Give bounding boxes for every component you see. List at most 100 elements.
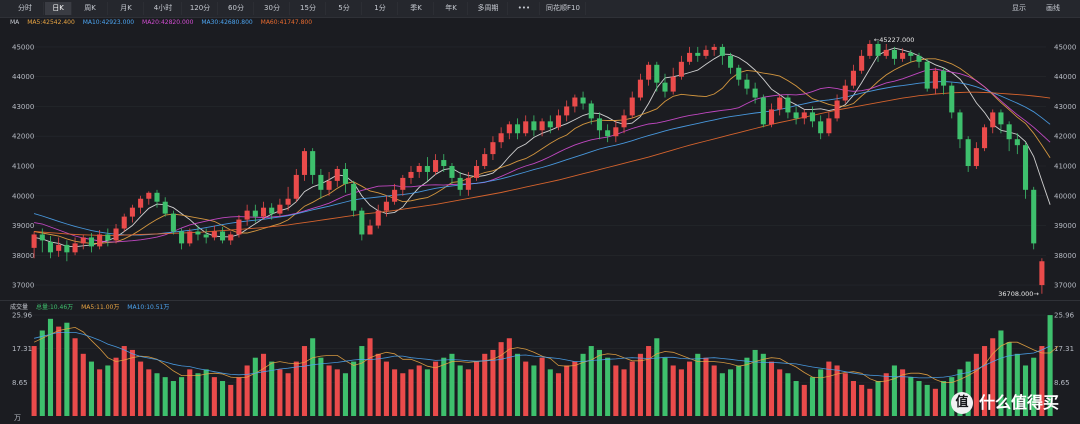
candle-body [908,52,914,56]
price-tick-label-right: 37000 [1054,282,1076,290]
volume-bar [588,346,594,416]
candle-body [375,210,381,226]
volume-bar [170,381,176,416]
volume-bar [465,369,471,416]
period-tab-2[interactable]: 周K [73,2,108,15]
candle-body [408,171,414,178]
candle-body [105,234,111,241]
period-tab-7[interactable]: 30分 [255,2,290,15]
candle-body [1031,189,1037,244]
period-tab-8[interactable]: 15分 [291,2,326,15]
volume-bar [424,369,430,416]
period-tab-3[interactable]: 月K [109,2,144,15]
candle-body [433,160,439,172]
volume-tick-label-left: 8.65 [12,379,28,387]
volume-bar [687,361,693,416]
volume-bar [555,373,562,416]
candle-body [801,112,807,119]
volume-ma5-value: MA5:11.00万 [81,304,120,311]
candle-body [1014,139,1020,146]
candle-body [400,177,406,190]
candle-body [613,127,619,137]
volume-bar [859,384,865,416]
candle-body [621,115,627,128]
candle-body [474,166,480,178]
volume-bar [97,369,103,416]
volume-bar [375,353,381,416]
volume-bar [506,338,512,416]
ma-line-ma5 [34,47,1051,248]
volume-bar [801,384,807,416]
price-tick-label-right: 44000 [1054,73,1076,81]
period-tab-6[interactable]: 60分 [219,2,254,15]
volume-bar [941,381,947,416]
candle-body [785,97,791,113]
price-tick-label-left: 43000 [12,103,34,111]
candle-body [416,166,422,172]
volume-bar [809,377,816,416]
volume-bar [342,373,348,416]
price-tick-label-right: 41000 [1054,163,1076,171]
volume-bar [850,381,856,416]
price-tick-label-right: 43000 [1054,103,1076,111]
candle-body [654,64,660,83]
period-tab-13[interactable]: 多周期 [469,2,508,15]
candle-body [703,49,709,56]
period-tab-1[interactable]: 日K [45,2,72,15]
volume-bar [277,369,283,416]
volume-bar [498,342,504,416]
volume-bar [900,369,906,416]
volume-bar [482,353,488,416]
period-tab-0[interactable]: 分时 [7,2,44,15]
candle-body [990,112,996,128]
volume-bar [31,346,37,416]
volume-bar [80,353,86,416]
candle-body [154,192,160,202]
volume-bar [392,369,398,416]
candle-body [793,112,799,119]
volume-bar [916,381,922,416]
volume-bar [252,357,258,416]
candle-body [605,130,611,137]
volume-bar [728,369,734,416]
price-tick-label-left: 40000 [12,192,34,200]
candle-body [842,85,848,101]
ma5-legend-value: MA5:42542.400 [27,19,75,26]
candle-body [162,201,168,214]
price-tick-label-left: 37000 [12,282,34,290]
candle-body [777,97,783,110]
volume-bar [596,349,602,416]
volume-bar [367,338,373,416]
volume-bar [834,365,840,416]
volume-ma-line-ma10 [34,331,1051,379]
period-tab-4[interactable]: 4小时 [145,2,182,15]
price-tick-label-right: 40000 [1054,192,1076,200]
draw-line-menu-link[interactable]: 画线 [1046,4,1060,12]
volume-tick-label-right: 17.31 [1054,345,1074,353]
period-tab-12[interactable]: 年K [435,2,468,15]
candle-body [457,177,463,190]
candle-body [768,109,775,125]
candle-body [662,82,668,92]
panel-divider [0,300,1080,301]
period-tab-14[interactable]: ••• [509,2,540,15]
candle-body [957,112,963,140]
ma20-legend-value: MA20:42820.000 [142,19,194,26]
price-tick-label-right: 39000 [1054,222,1076,230]
candle-body [97,234,103,247]
volume-tick-label-left: 17.31 [12,345,32,353]
volume-bar [285,373,291,416]
period-tab-11[interactable]: 季K [399,2,434,15]
display-menu-link[interactable]: 显示 [1012,4,1026,12]
volume-bar [260,353,267,416]
volume-bar [146,369,152,416]
period-tab-5[interactable]: 120分 [183,2,218,15]
candle-body [982,127,988,149]
candle-body [949,85,955,113]
period-tab-15[interactable]: 同花顺F10 [541,2,586,15]
candle-body [506,124,512,134]
period-tab-10[interactable]: 1分 [363,2,398,15]
candle-body [367,225,373,235]
period-tab-9[interactable]: 5分 [327,2,362,15]
